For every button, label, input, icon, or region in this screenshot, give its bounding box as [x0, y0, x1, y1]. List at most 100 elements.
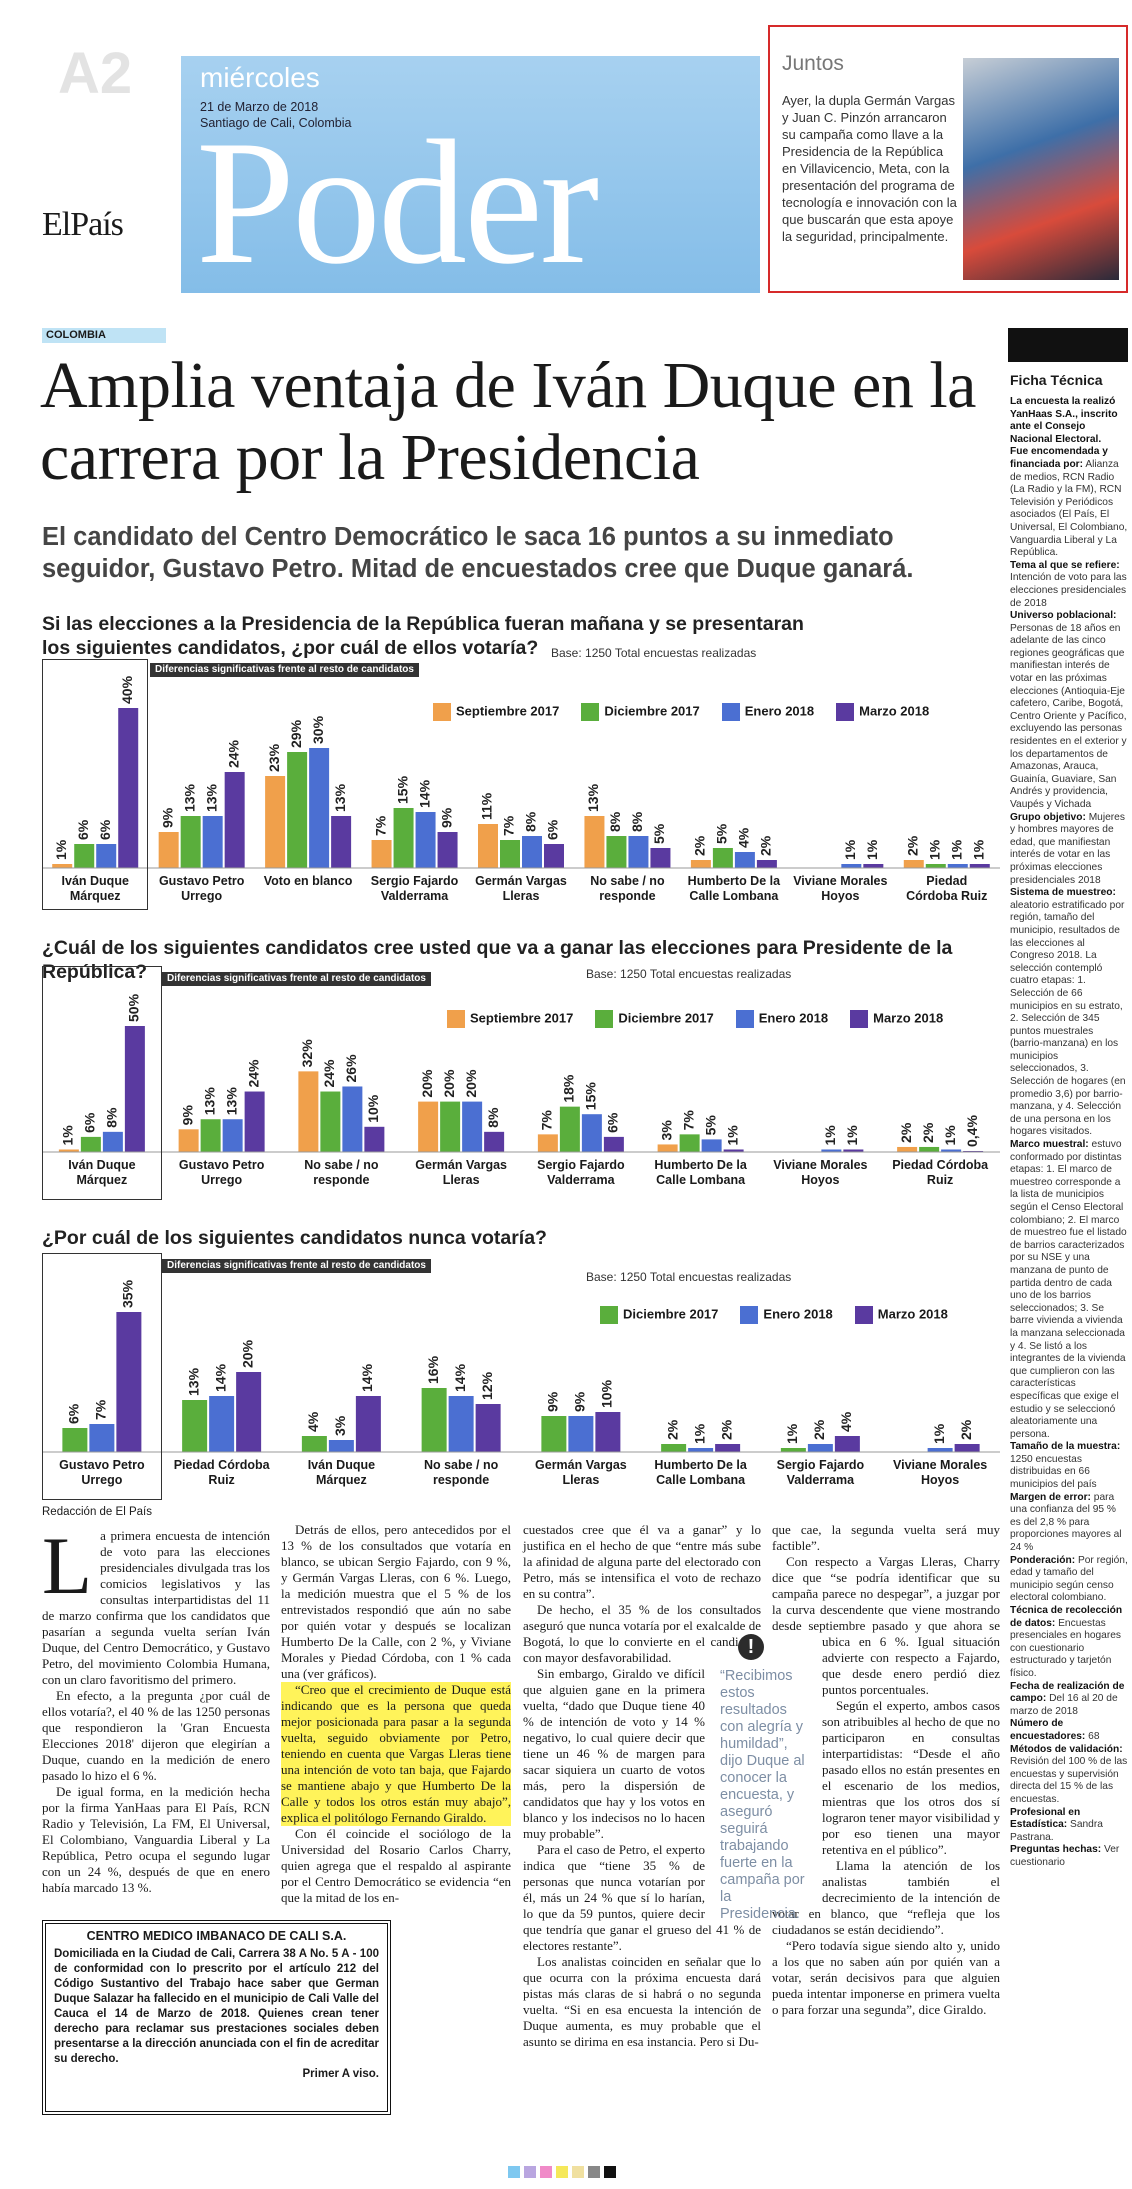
value-label: 7% — [539, 1110, 555, 1131]
value-label: 32% — [299, 1039, 315, 1068]
legend-label: Enero 2018 — [758, 1010, 829, 1026]
ficha-item: Técnica de recolección de datos: Encuest… — [1010, 1605, 1128, 1681]
column: La primera encuesta de intención de voto… — [42, 1520, 270, 1896]
legend-item: Septiembre 2017 — [447, 1010, 573, 1028]
legend-swatch — [581, 703, 600, 721]
annotation: Diferencias significativas frente al res… — [162, 972, 431, 986]
pull-quote: “Recibimos estos resultados con alegría … — [720, 1668, 805, 1922]
chart-title: ¿Por cuál de los siguientes candidatos n… — [42, 1227, 547, 1249]
value-label: 16% — [425, 1355, 441, 1384]
bar — [478, 824, 498, 868]
value-label: 1% — [822, 1125, 838, 1146]
bar — [941, 1149, 962, 1152]
bar — [734, 852, 755, 868]
bar — [364, 1126, 385, 1152]
section-band — [181, 56, 760, 293]
ficha-item: La encuesta la realizó YanHaas S.A., ins… — [1010, 396, 1128, 446]
sidebar-bar — [1008, 328, 1128, 362]
bar — [287, 752, 308, 868]
teaser-title: Juntos — [782, 52, 844, 75]
value-label: 4% — [838, 1411, 854, 1432]
paragraph: Detrás de ellos, pero antecedidos por el… — [281, 1522, 511, 1681]
value-label: 8% — [485, 1107, 501, 1128]
bar — [927, 1448, 953, 1452]
value-label: 6% — [97, 819, 113, 840]
bar — [628, 836, 649, 868]
bar — [584, 816, 605, 868]
chart-note: Base: 1250 Total encuestas realizadas — [586, 1270, 792, 1284]
legend-label: Diciembre 2017 — [604, 703, 700, 719]
legend-swatch — [600, 1306, 618, 1324]
highlighted-quote: “Creo que el crecimiento de Duque está i… — [281, 1682, 511, 1826]
legend-item: Marzo 2018 — [854, 1306, 948, 1324]
bar — [963, 1150, 984, 1152]
bar — [418, 1101, 439, 1152]
value-label: 1% — [926, 839, 942, 860]
category-label: Germán Vargas Lleras — [475, 874, 567, 903]
bar — [688, 1448, 714, 1452]
legend-item: Diciembre 2017 — [581, 703, 700, 721]
value-label: 9% — [545, 1391, 561, 1412]
day: miércoles — [200, 62, 320, 93]
bar — [178, 1129, 199, 1152]
ficha-text: Mujeres y hombres mayores de edad, que m… — [1010, 811, 1125, 886]
paragraph: Los analistas coinciden en señalar que l… — [523, 1954, 761, 2049]
ficha-item: Métodos de validación: Revisión del 100 … — [1010, 1744, 1128, 1807]
ficha-label: La encuesta la realizó YanHaas S.A., ins… — [1010, 396, 1118, 445]
bar — [320, 1091, 341, 1152]
bar — [522, 836, 542, 868]
bar — [74, 844, 95, 868]
bar — [58, 1149, 79, 1152]
value-label: 10% — [599, 1379, 615, 1408]
registration-mark — [524, 2166, 536, 2178]
value-label: 13% — [585, 783, 601, 812]
ficha-text: aleatorio estratificado por región, tama… — [1010, 899, 1126, 1138]
bar — [581, 1114, 602, 1152]
notice: CENTRO MEDICO IMBANACO DE CALI S.A. Domi… — [42, 1920, 391, 2115]
legend-label: Septiembre 2017 — [470, 1010, 574, 1026]
bar — [661, 1444, 687, 1452]
value-label: 6% — [545, 819, 561, 840]
bar — [897, 1146, 918, 1152]
value-label: 4% — [736, 827, 752, 848]
chart-note: Base: 1250 Total encuestas realizadas — [586, 967, 792, 981]
category-label: Gustavo Petro Urrego — [158, 874, 245, 903]
bar — [821, 1149, 842, 1152]
annotation: Diferencias significativas frente al res… — [162, 1259, 431, 1273]
value-label: 14% — [416, 779, 432, 808]
value-label: 14% — [212, 1363, 228, 1392]
bar — [568, 1416, 594, 1452]
value-label: 20% — [441, 1069, 457, 1098]
value-label: 2% — [718, 1419, 734, 1440]
registration-mark — [572, 2166, 584, 2178]
value-label: 26% — [343, 1054, 359, 1083]
byline: Redacción de El País — [42, 1506, 152, 1518]
bar — [679, 1134, 700, 1152]
bar — [807, 1444, 833, 1452]
bar — [863, 864, 884, 868]
category-label: Sergio Fajardo Valderrama — [370, 874, 459, 903]
bar — [102, 1131, 123, 1152]
highlight-box — [42, 966, 162, 1200]
paragraph: cuestados cree que él va a ganar” y lo j… — [523, 1522, 761, 1601]
category-label: Sergio Fajardo Valderrama — [776, 1458, 865, 1487]
ficha-label: Margen de error: — [1010, 1491, 1091, 1503]
ficha-item: Sistema de muestreo: aleatorio estratifi… — [1010, 887, 1128, 1139]
legend-item: Marzo 2018 — [836, 703, 929, 721]
chart-title: Si las elecciones a la Presidencia de la… — [42, 613, 804, 659]
category-label: Piedad Córdoba Ruiz — [173, 1458, 270, 1487]
value-label: 4% — [305, 1411, 321, 1432]
value-label: 8% — [523, 811, 539, 832]
value-label: 1% — [724, 1125, 740, 1146]
teaser-box — [768, 25, 1128, 293]
category-label: Humberto De la Calle Lombana — [654, 1458, 747, 1487]
photo — [963, 58, 1119, 280]
ficha-label: Técnica de recolección de datos: — [1010, 1605, 1123, 1629]
value-label: 15% — [583, 1082, 599, 1111]
value-label: 50% — [126, 993, 142, 1022]
legend-label: Diciembre 2017 — [623, 1306, 719, 1322]
place: Santiago de Cali, Colombia — [200, 116, 352, 130]
legend-item: Marzo 2018 — [850, 1010, 943, 1028]
value-label: 7% — [372, 815, 388, 836]
value-label: 11% — [479, 792, 495, 820]
